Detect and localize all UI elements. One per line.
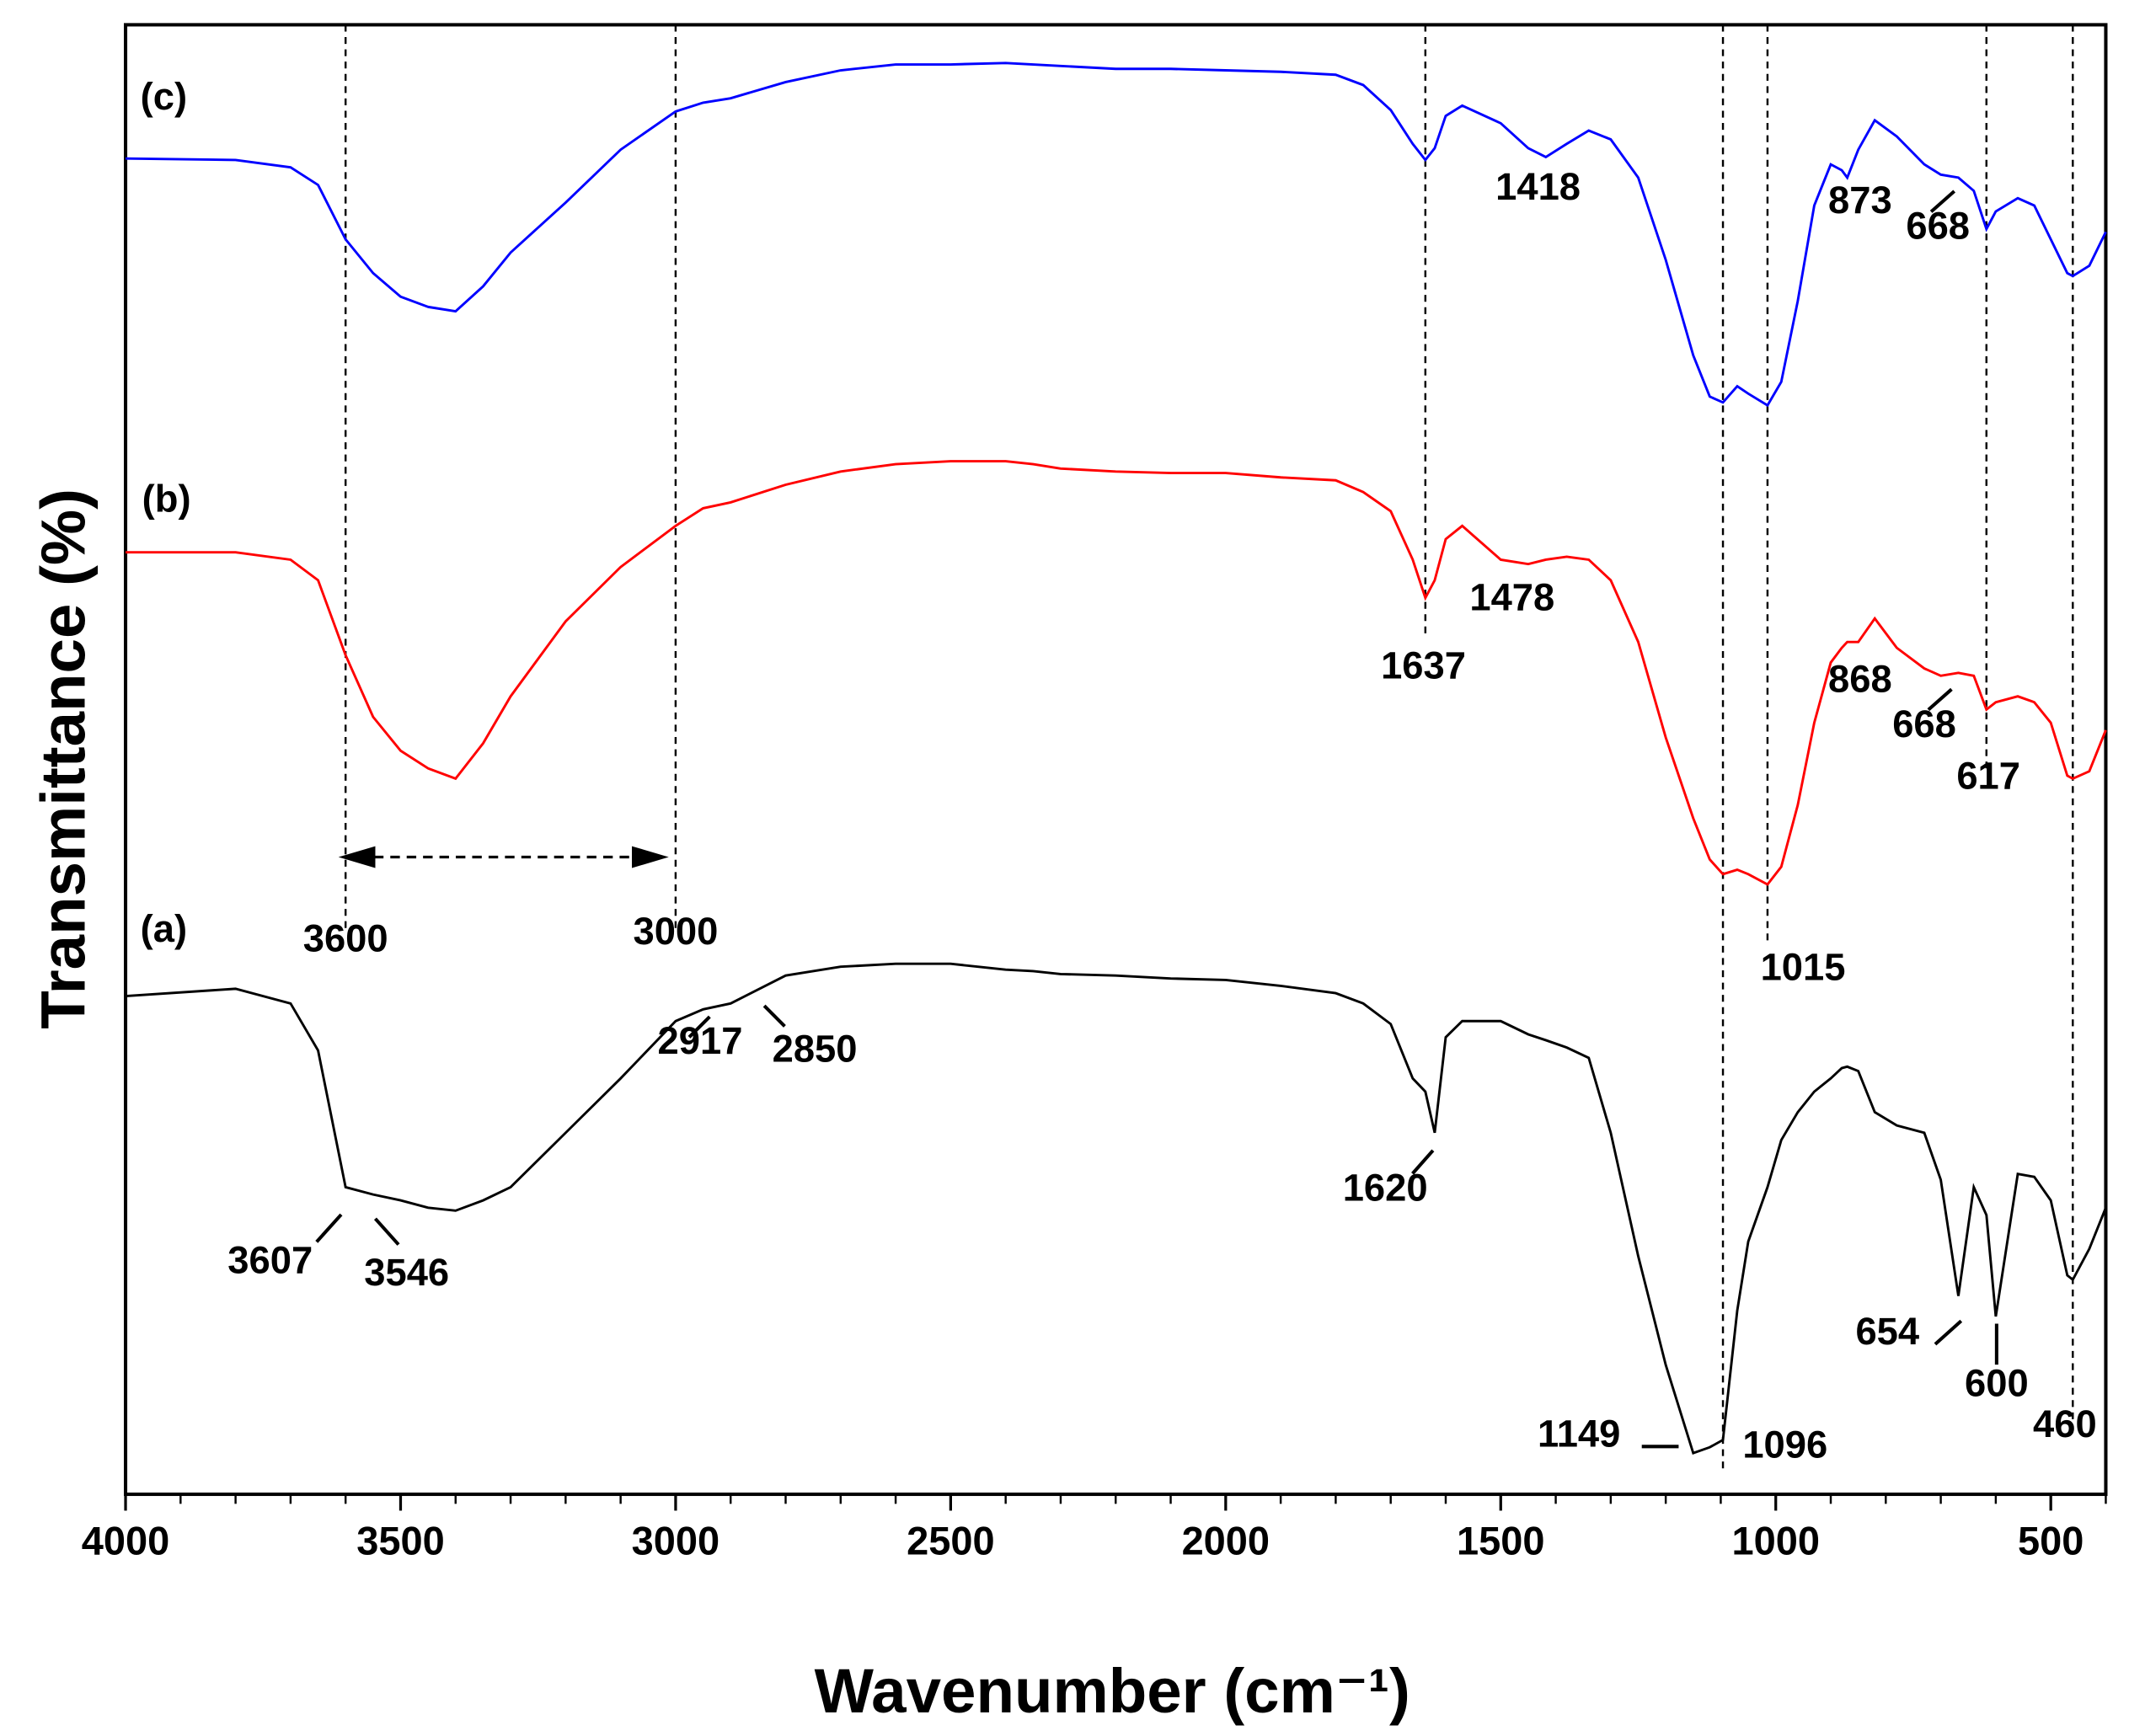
peak-leader: [1929, 190, 1955, 213]
x-tick-label: 1500: [1457, 1518, 1545, 1562]
series-line: [125, 962, 2107, 1456]
x-tick-label: 2000: [1182, 1518, 1270, 1562]
x-tick-label: 3500: [356, 1518, 444, 1562]
peak-label: 3607: [227, 1239, 313, 1282]
series-label: (c): [141, 75, 187, 118]
peak-label: 3546: [364, 1251, 449, 1294]
x-tick-label: 500: [2018, 1518, 2084, 1562]
x-tick-label: 3000: [632, 1518, 720, 1562]
series-label: (b): [142, 478, 191, 521]
peak-label: 1096: [1742, 1423, 1827, 1466]
peak-label: 1637: [1381, 644, 1466, 686]
peak-leader: [762, 1004, 786, 1028]
x-tick-label: 2500: [907, 1518, 995, 1562]
peak-label: 1418: [1495, 165, 1581, 208]
x-axis-title: Wavenumber (cm⁻¹): [815, 1656, 1410, 1726]
range-arrow: [338, 846, 669, 868]
peak-leader: [687, 1015, 711, 1039]
peak-leader: [1411, 1149, 1435, 1175]
peak-label: 1149: [1538, 1412, 1620, 1455]
peak-leader: [1934, 1319, 1963, 1346]
peak-label: 1478: [1469, 575, 1554, 618]
x-tick-label: 1000: [1731, 1518, 1820, 1562]
peak-leader: [1927, 687, 1953, 712]
peak-label: 668: [1906, 205, 1970, 248]
peak-label: 2850: [773, 1028, 858, 1071]
peak-label: 600: [1965, 1361, 2029, 1404]
x-tick-label: 4000: [82, 1518, 170, 1562]
peak-leader: [373, 1217, 400, 1246]
peak-label: 460: [2033, 1402, 2097, 1445]
series-line: [126, 460, 2107, 886]
series-label: (a): [141, 907, 187, 950]
peak-label: 654: [1855, 1310, 1919, 1353]
peak-label: 868: [1828, 658, 1892, 701]
peak-label: 617: [1956, 755, 2020, 798]
y-axis-title: Transmittance (%): [28, 489, 98, 1029]
peak-label: 668: [1892, 702, 1956, 745]
guide-label: 1015: [1761, 945, 1846, 988]
peak-label: 873: [1828, 179, 1892, 222]
peak-leader: [315, 1213, 343, 1243]
guide-label: 3000: [633, 910, 718, 953]
guide-label: 3600: [303, 916, 388, 959]
series-line: [126, 61, 2107, 408]
